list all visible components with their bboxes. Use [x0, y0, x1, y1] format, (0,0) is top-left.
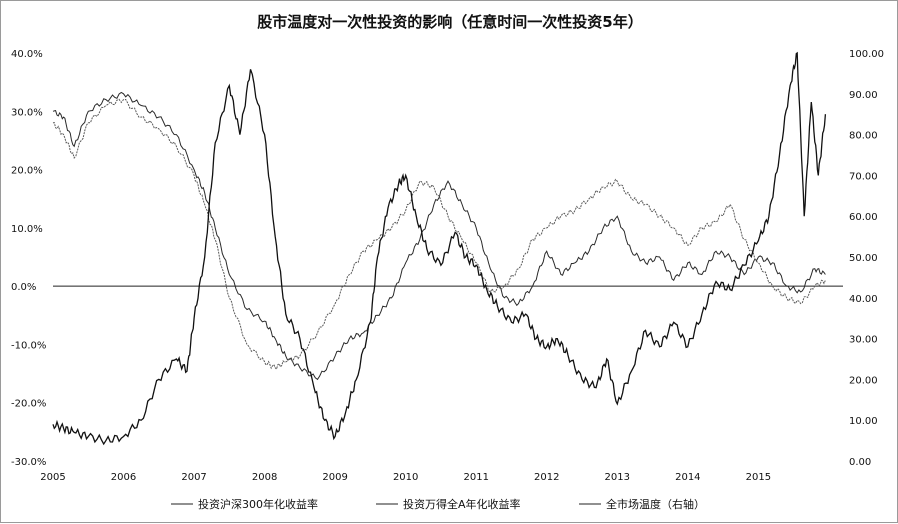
series-layer — [52, 51, 827, 446]
right-tick-label: 40.00 — [849, 294, 878, 305]
right-tick-label: 60.00 — [849, 212, 878, 223]
left-tick-label: -20.0% — [11, 399, 46, 410]
left-tick-label: 10.0% — [11, 224, 43, 235]
x-tick-label: 2008 — [252, 472, 277, 483]
right-tick-label: 100.00 — [849, 49, 884, 60]
x-tick-label: 2006 — [111, 472, 136, 483]
left-axis: 40.0% 30.0% 20.0% 10.0% 0.0% -10.0% -20.0% -30.… — [11, 49, 46, 468]
x-tick-label: 2009 — [322, 472, 347, 483]
series-line-3 — [52, 51, 827, 446]
legend-label-2: 投资万得全A年化收益率 — [403, 497, 521, 511]
left-tick-label: -10.0% — [11, 340, 46, 351]
x-tick-label: 2005 — [40, 472, 65, 483]
left-tick-label: 0.0% — [11, 282, 36, 293]
right-axis: 100.00 90.00 80.00 70.00 60.00 50.00 40.00 30.0… — [849, 49, 884, 468]
left-tick-label: 20.0% — [11, 166, 43, 177]
chart-title: 股市温度对一次性投资的影响（任意时间一次性投资5年） — [257, 13, 642, 31]
left-tick-label: 40.0% — [11, 49, 43, 60]
x-tick-label: 2011 — [463, 472, 488, 483]
right-tick-label: 20.00 — [849, 375, 878, 386]
x-tick-label: 2013 — [605, 472, 630, 483]
x-tick-label: 2012 — [534, 472, 559, 483]
x-tick-label: 2014 — [675, 472, 700, 483]
legend-label-1: 投资沪深300年化收益率 — [198, 497, 318, 511]
x-tick-label: 2007 — [181, 472, 206, 483]
x-tick-label: 2010 — [393, 472, 418, 483]
legend: 投资沪深300年化收益率 投资万得全A年化收益率 全市场温度（右轴） — [171, 497, 705, 511]
right-tick-label: 10.00 — [849, 416, 878, 427]
right-tick-label: 30.00 — [849, 335, 878, 346]
right-tick-label: 0.00 — [849, 457, 871, 468]
series-line-1 — [52, 91, 826, 381]
legend-label-3: 全市场温度（右轴） — [606, 497, 705, 511]
x-tick-label: 2015 — [746, 472, 771, 483]
left-tick-label: -30.0% — [11, 457, 46, 468]
right-tick-label: 90.00 — [849, 90, 878, 101]
left-tick-label: 30.0% — [11, 107, 43, 118]
x-axis: 2005 2006 2007 2008 2009 2010 2011 2012 2013 2014… — [40, 472, 771, 483]
series-line-2 — [52, 98, 826, 371]
right-tick-label: 70.00 — [849, 171, 878, 182]
right-tick-label: 80.00 — [849, 131, 878, 142]
right-tick-label: 50.00 — [849, 253, 878, 264]
